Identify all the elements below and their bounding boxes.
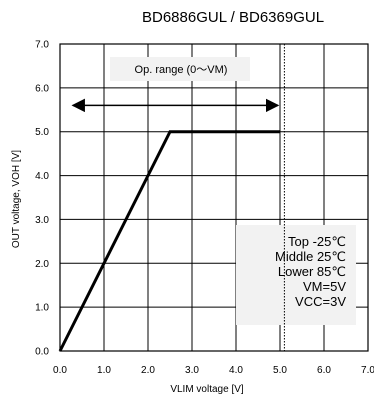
x-tick-label: 3.0 (185, 365, 199, 376)
y-tick-label: 1.0 (35, 303, 49, 314)
condition-text: Lower 85℃ (278, 264, 346, 279)
y-tick-label: 7.0 (35, 40, 49, 51)
y-tick-label: 3.0 (35, 215, 49, 226)
y-tick-label: 5.0 (35, 127, 49, 138)
y-axis-label: OUT voltage, VOH [V] (11, 150, 22, 248)
series-line (58, 130, 280, 352)
grid (60, 44, 368, 351)
y-tick-label: 2.0 (35, 259, 49, 270)
tick-labels: 0.0 1.0 2.0 3.0 4.0 5.0 6.0 7.0 0.0 1.0 2.0 3.0 4.0 5… (35, 40, 374, 377)
conditions-box-background (236, 225, 356, 325)
x-axis-label: VLIM voltage [V] (170, 384, 244, 395)
x-tick-label: 7.0 (361, 365, 374, 376)
x-tick-label: 0.0 (53, 365, 67, 376)
y-tick-label: 4.0 (35, 171, 49, 182)
x-tick-label: 5.0 (273, 365, 287, 376)
y-tick-label: 0.0 (35, 347, 49, 358)
x-tick-label: 1.0 (97, 365, 111, 376)
condition-text: Middle 25℃ (275, 249, 346, 264)
range-label: Op. range (0〜VM) (135, 64, 228, 76)
axes (59, 43, 369, 352)
y-tick-label: 6.0 (35, 83, 49, 94)
x-tick-label: 2.0 (141, 365, 155, 376)
chart-title: BD6886GUL / BD6369GUL (142, 9, 324, 26)
condition-text: Top -25℃ (288, 234, 346, 249)
range-label-background (110, 57, 250, 81)
condition-text: VM=5V (303, 279, 346, 294)
x-tick-label: 4.0 (229, 365, 243, 376)
condition-text: VCC=3V (295, 294, 346, 309)
series-group (58, 130, 280, 352)
plot-frame (59, 43, 369, 352)
x-tick-label: 6.0 (317, 365, 331, 376)
operating-range: Op. range (0〜VM) (71, 44, 285, 351)
